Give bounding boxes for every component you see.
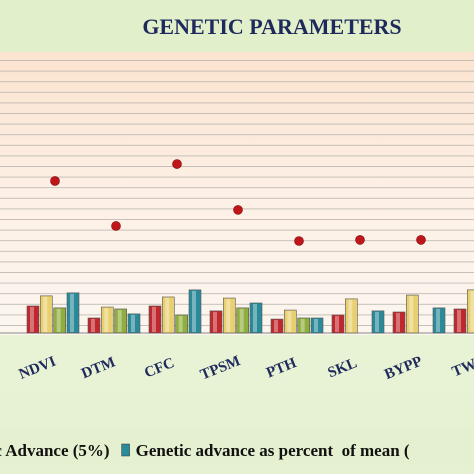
bar bbox=[162, 296, 175, 334]
bar-highlight bbox=[436, 308, 440, 332]
bar-highlight bbox=[192, 290, 196, 332]
bar-highlight bbox=[91, 318, 95, 332]
bar bbox=[66, 292, 80, 334]
point bbox=[294, 236, 304, 246]
bar bbox=[405, 294, 419, 334]
bar-highlight bbox=[239, 308, 244, 332]
bar-highlight bbox=[335, 315, 339, 332]
bar-highlight bbox=[30, 306, 34, 332]
bar bbox=[127, 313, 141, 334]
bar bbox=[466, 289, 474, 334]
bar bbox=[148, 305, 162, 334]
legend-label: Genetic advance as percent of mean ( bbox=[136, 441, 410, 460]
bar bbox=[26, 305, 40, 334]
bar-highlight bbox=[409, 296, 414, 332]
bar bbox=[101, 306, 114, 334]
bar bbox=[344, 298, 358, 334]
bar-highlight bbox=[117, 309, 122, 332]
plot-stripes bbox=[0, 60, 474, 335]
legend: tic Advance (5%) Genetic advance as perce… bbox=[0, 441, 410, 460]
bar-highlight bbox=[152, 306, 156, 332]
point bbox=[355, 235, 365, 245]
bar-highlight bbox=[274, 320, 278, 332]
bar bbox=[310, 317, 324, 334]
bar-highlight bbox=[457, 309, 461, 332]
bar-highlight bbox=[56, 308, 61, 332]
bar-highlight bbox=[43, 296, 48, 332]
bar bbox=[223, 297, 236, 334]
point bbox=[172, 159, 182, 169]
title-band bbox=[0, 0, 474, 52]
bar-highlight bbox=[226, 299, 231, 332]
bar bbox=[209, 310, 223, 334]
bar bbox=[331, 314, 345, 334]
legend-swatch bbox=[121, 443, 130, 457]
bar-highlight bbox=[300, 318, 305, 332]
bar bbox=[392, 311, 406, 334]
bar-highlight bbox=[178, 315, 183, 332]
bar-highlight bbox=[396, 312, 400, 332]
bar bbox=[53, 307, 67, 334]
bar-highlight bbox=[131, 314, 135, 332]
bar bbox=[175, 314, 188, 334]
bar-highlight bbox=[470, 290, 474, 332]
bar-highlight bbox=[213, 311, 217, 332]
bar bbox=[297, 317, 311, 334]
bar bbox=[270, 318, 284, 334]
legend-label: tic Advance (5%) bbox=[0, 441, 110, 460]
bar-highlight bbox=[70, 293, 74, 332]
bar bbox=[283, 309, 297, 334]
chart-title: GENETIC PARAMETERS bbox=[142, 14, 401, 39]
bar bbox=[371, 310, 385, 334]
bar-highlight bbox=[375, 311, 379, 332]
bar bbox=[114, 308, 127, 334]
bar-highlight bbox=[314, 318, 318, 332]
bar-highlight bbox=[104, 308, 109, 332]
bar-highlight bbox=[348, 299, 353, 332]
point bbox=[416, 235, 426, 245]
bar-highlight bbox=[165, 297, 170, 332]
point bbox=[111, 221, 121, 231]
bar bbox=[87, 317, 101, 334]
bar-highlight bbox=[253, 303, 257, 332]
point bbox=[50, 176, 60, 186]
bar bbox=[39, 295, 53, 334]
bar bbox=[453, 308, 467, 334]
bar-highlight bbox=[287, 311, 292, 332]
bar bbox=[249, 302, 263, 334]
bar bbox=[188, 289, 202, 334]
legend-band bbox=[0, 428, 474, 464]
point bbox=[233, 205, 243, 215]
bar bbox=[432, 307, 446, 334]
bar bbox=[236, 307, 249, 334]
